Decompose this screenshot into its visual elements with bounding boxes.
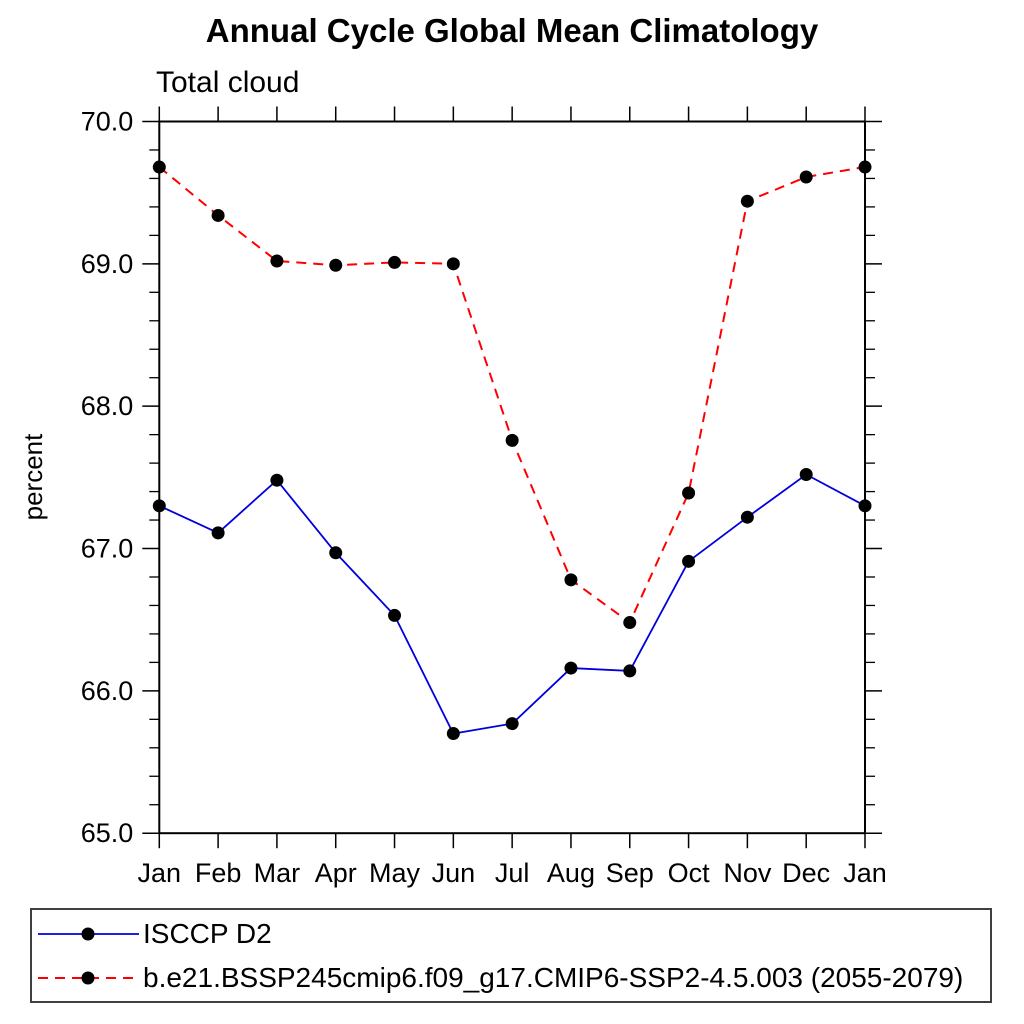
chart-title: Annual Cycle Global Mean Climatology	[205, 12, 819, 49]
x-axis-tick-label: Mar	[254, 858, 301, 888]
x-axis-tick-label: Dec	[782, 858, 830, 888]
x-axis-tick-label: Apr	[315, 858, 357, 888]
series-1-marker	[270, 254, 284, 268]
series-0-marker	[682, 554, 696, 568]
legend-item-model: b.e21.BSSP245cmip6.f09_g17.CMIP6-SSP2-4.…	[37, 956, 990, 1000]
series-1-marker	[858, 160, 872, 174]
legend-solid-line-marker-icon	[38, 927, 139, 940]
x-axis-tick-label: Jun	[432, 858, 476, 888]
y-axis-title: percent	[18, 433, 48, 520]
x-axis-tick-label: Jul	[495, 858, 530, 888]
series-0-marker	[740, 510, 754, 524]
legend-label-model: b.e21.BSSP245cmip6.f09_g17.CMIP6-SSP2-4.…	[143, 961, 964, 993]
series-1-marker	[329, 258, 343, 272]
series-0-line	[158, 473, 866, 735]
chart-subtitle: Total cloud	[156, 66, 300, 99]
series-0-marker	[858, 499, 872, 513]
series-0-marker	[329, 546, 343, 560]
x-axis-tick-label: Nov	[723, 858, 772, 888]
series-1-marker	[446, 257, 460, 271]
series-0-marker	[270, 473, 284, 487]
y-axis-tick-label: 69.0	[81, 249, 134, 279]
series-1-line	[158, 166, 866, 625]
series-1-marker	[682, 486, 696, 500]
series-0-marker	[152, 499, 166, 513]
series-1-marker	[152, 160, 166, 174]
x-axis-tick-label: Jan	[138, 858, 182, 888]
series-1-marker	[799, 170, 813, 184]
series-0-marker	[388, 608, 402, 622]
series-0-marker	[799, 468, 813, 482]
series-1-marker	[623, 616, 637, 630]
legend-item-isccp: ISCCP D2	[37, 912, 990, 956]
y-axis-tick-label: 70.0	[81, 107, 134, 137]
series-0-marker	[623, 664, 637, 678]
series-0-marker	[564, 661, 578, 675]
x-axis-tick-label: Feb	[195, 858, 242, 888]
series-1-marker	[564, 573, 578, 587]
x-axis-tick-label: Oct	[668, 858, 711, 888]
series-1-marker	[740, 194, 754, 208]
x-axis-tick-label: Sep	[606, 858, 654, 888]
legend-label-isccp: ISCCP D2	[143, 917, 272, 949]
series-0-marker	[505, 717, 519, 731]
y-axis-tick-label: 67.0	[81, 534, 134, 564]
legend-box: ISCCP D2 b.e21.BSSP245cmip6.f09_g17.CMIP…	[30, 908, 992, 1003]
legend-dashed-line-marker-icon	[38, 971, 139, 984]
series-1-marker	[505, 433, 519, 447]
series-0-marker	[446, 727, 460, 741]
y-axis-tick-label: 65.0	[81, 818, 134, 848]
series-1-marker	[211, 208, 225, 222]
series-1-marker	[388, 255, 402, 269]
y-axis-tick-label: 66.0	[81, 676, 134, 706]
x-axis-tick-label: Jan	[843, 858, 887, 888]
x-axis-tick-label: May	[369, 858, 421, 888]
y-axis-tick-label: 68.0	[81, 391, 134, 421]
series-0-marker	[211, 526, 225, 540]
x-axis-tick-label: Aug	[547, 858, 595, 888]
